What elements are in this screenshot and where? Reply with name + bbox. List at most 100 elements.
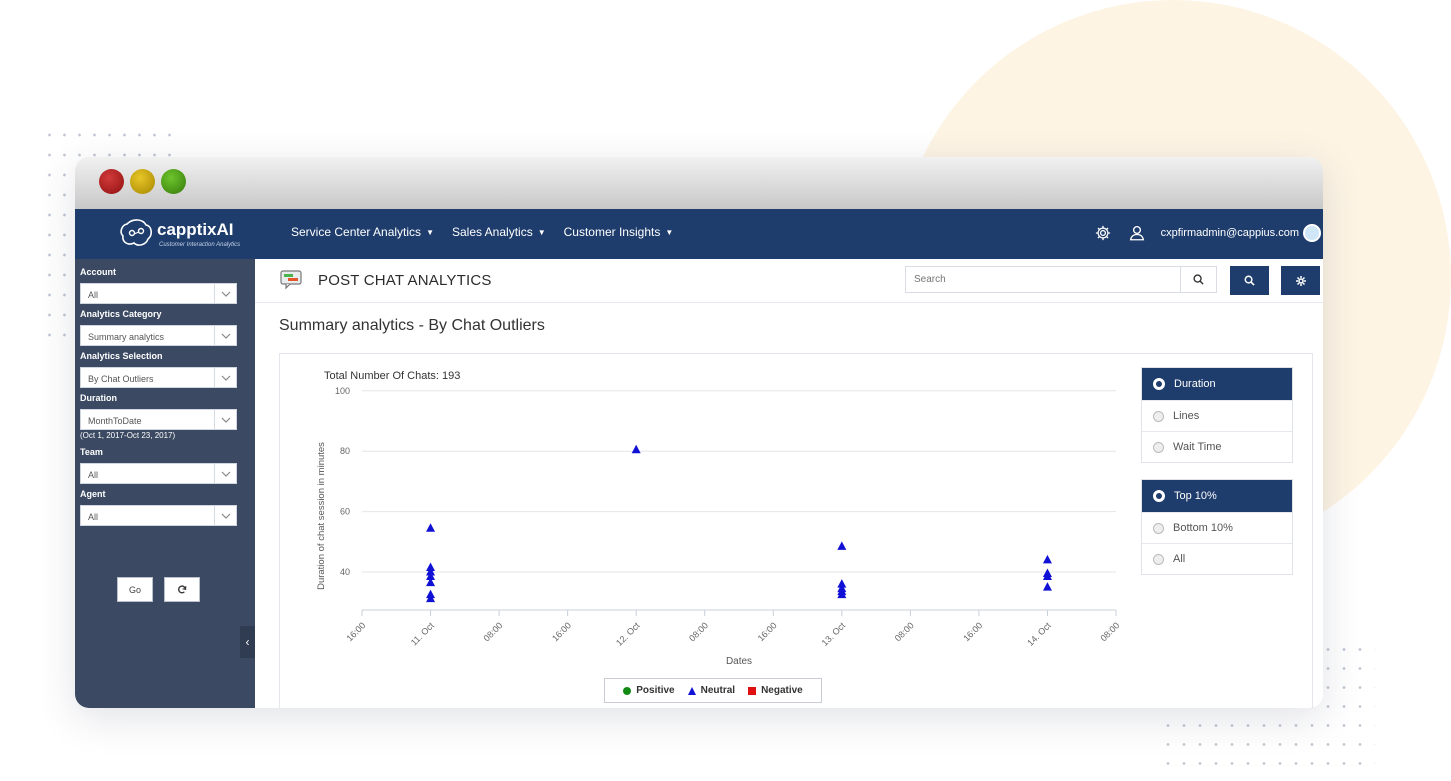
neutral-data-point[interactable] — [426, 593, 436, 603]
duration-label: Duration — [80, 393, 117, 403]
option-label: Lines — [1173, 410, 1200, 422]
analytics-selection-select[interactable]: By Chat Outliers — [80, 367, 237, 388]
neutral-data-point[interactable] — [426, 577, 436, 587]
top-navbar: capptixAI Customer Interaction Analytics… — [75, 209, 1323, 259]
agent-label: Agent — [80, 489, 106, 499]
chevron-down-icon — [214, 326, 236, 345]
duration-select[interactable]: MonthToDate — [80, 409, 237, 430]
legend-neutral[interactable]: Neutral — [687, 685, 735, 696]
settings-gear-icon[interactable] — [1093, 223, 1113, 243]
account-select[interactable]: All — [80, 283, 237, 304]
x-tick-label: 08:00 — [482, 620, 505, 643]
neutral-data-point[interactable] — [1042, 571, 1052, 581]
neutral-data-point[interactable] — [837, 541, 847, 550]
x-tick-label: 16:00 — [344, 620, 367, 643]
option-bottom-10[interactable]: Bottom 10% — [1142, 512, 1292, 543]
app-logo[interactable]: capptixAI Customer Interaction Analytics — [119, 216, 240, 254]
chevron-down-icon — [214, 368, 236, 387]
legend-label: Negative — [761, 685, 803, 696]
radio-selected-icon — [1153, 490, 1165, 502]
radio-icon — [1153, 522, 1164, 534]
menu-sales-analytics[interactable]: Sales Analytics ▼ — [452, 225, 546, 239]
neutral-data-point[interactable] — [426, 562, 436, 571]
neutral-data-point[interactable] — [837, 589, 847, 599]
option-all[interactable]: All — [1142, 543, 1292, 574]
page-header: POST CHAT ANALYTICS — [255, 259, 1323, 303]
minimize-window-button[interactable] — [130, 169, 155, 194]
radio-icon — [1153, 410, 1164, 422]
option-label: Bottom 10% — [1173, 522, 1233, 534]
x-axis-label: Dates — [726, 656, 752, 667]
neutral-data-point[interactable] — [426, 523, 436, 532]
neutral-marker — [687, 686, 696, 695]
neutral-data-point[interactable] — [631, 444, 641, 454]
user-email[interactable]: cxpfirmadmin@cappius.com — [1160, 227, 1299, 239]
page-title: POST CHAT ANALYTICS — [318, 272, 492, 289]
agent-select[interactable]: All — [80, 505, 237, 526]
legend-positive[interactable]: Positive — [623, 685, 675, 696]
window-titlebar — [75, 157, 1323, 209]
chevron-down-icon — [214, 506, 236, 525]
menu-customer-insights[interactable]: Customer Insights ▼ — [564, 225, 674, 239]
app-window: capptixAI Customer Interaction Analytics… — [75, 157, 1323, 708]
neutral-data-point[interactable] — [1042, 582, 1052, 591]
user-profile-icon[interactable] — [1127, 223, 1147, 243]
main-content: POST CHAT ANALYTICS Summary analytics - … — [255, 259, 1323, 708]
neutral-data-point[interactable] — [1042, 554, 1052, 564]
select-value: All — [88, 470, 99, 480]
menu-label: Sales Analytics — [451, 225, 533, 239]
neutral-data-point[interactable] — [837, 579, 847, 588]
legend-label: Positive — [636, 685, 675, 696]
advanced-search-button[interactable] — [1230, 266, 1269, 295]
caret-down-icon: ▼ — [665, 228, 674, 237]
logo-text: capptixAI — [157, 220, 234, 239]
legend-negative[interactable]: Negative — [748, 685, 803, 696]
y-tick-label: 80 — [340, 446, 350, 456]
option-lines[interactable]: Lines — [1142, 400, 1292, 431]
chevron-down-icon — [214, 464, 236, 483]
zoom-search-icon — [1244, 275, 1255, 286]
search-button[interactable] — [1180, 267, 1216, 292]
analytics-category-label: Analytics Category — [80, 309, 162, 319]
x-tick-label: 14. Oct — [1025, 620, 1053, 648]
caret-down-icon: ▼ — [426, 228, 434, 237]
refresh-button[interactable] — [164, 577, 200, 602]
y-tick-label: 40 — [340, 567, 350, 577]
select-value: All — [88, 290, 99, 300]
account-label: Account — [80, 267, 116, 277]
x-tick-label: 08:00 — [1098, 620, 1121, 643]
select-value: By Chat Outliers — [88, 374, 154, 384]
maximize-window-button[interactable] — [161, 169, 186, 194]
close-window-button[interactable] — [99, 169, 124, 194]
settings-button[interactable] — [1281, 266, 1320, 295]
search-input[interactable] — [906, 267, 1176, 292]
refresh-icon — [178, 584, 187, 593]
option-label: Top 10% — [1174, 490, 1217, 502]
option-duration[interactable]: Duration — [1142, 368, 1292, 400]
go-button[interactable]: Go — [117, 577, 153, 602]
analytics-category-select[interactable]: Summary analytics — [80, 325, 237, 346]
option-wait-time[interactable]: Wait Time — [1142, 431, 1292, 462]
chart-legend: Positive Neutral Negative — [604, 678, 822, 703]
x-tick-label: 16:00 — [550, 620, 573, 643]
analytics-selection-label: Analytics Selection — [80, 351, 163, 361]
neutral-data-point[interactable] — [426, 567, 436, 576]
menu-label: Service Center Analytics — [291, 225, 422, 239]
select-value: All — [88, 512, 99, 522]
avatar[interactable] — [1303, 224, 1321, 242]
select-value: MonthToDate — [88, 416, 142, 426]
caret-down-icon: ▼ — [537, 228, 546, 237]
neutral-data-point[interactable] — [426, 571, 436, 581]
filter-sidebar: Account All Analytics Category Summary a… — [75, 259, 255, 708]
x-tick-label: 12. Oct — [614, 620, 642, 648]
search-box — [905, 266, 1217, 293]
navbar-right: cxpfirmadmin@cappius.com — [1093, 223, 1323, 243]
collapse-sidebar-button[interactable]: ‹ — [240, 626, 255, 658]
radio-icon — [1153, 441, 1164, 453]
team-select[interactable]: All — [80, 463, 237, 484]
menu-service-center-analytics[interactable]: Service Center Analytics ▼ — [291, 225, 434, 239]
option-label: Wait Time — [1173, 441, 1222, 453]
y-tick-label: 100 — [335, 386, 350, 396]
x-tick-label: 16:00 — [961, 620, 984, 643]
option-top-10[interactable]: Top 10% — [1142, 480, 1292, 512]
